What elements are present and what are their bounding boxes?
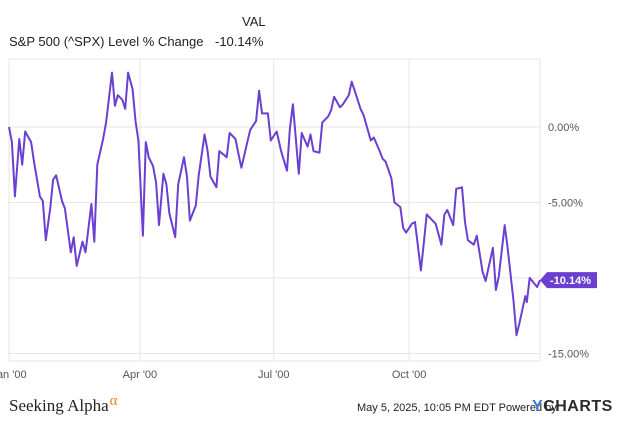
series-line-spx — [8, 71, 541, 337]
alpha-mark-icon: α — [109, 393, 118, 409]
seeking-alpha-logo[interactable]: Seeking Alphaα — [9, 393, 118, 416]
x-tick-label: Oct '00 — [392, 369, 427, 381]
powered-by-label: Powered by — [498, 402, 557, 414]
y-tick-label: -5.00% — [548, 197, 583, 209]
timestamp: May 5, 2025, 10:05 PM EDT — [357, 402, 496, 414]
timestamp-credit: May 5, 2025, 10:05 PM EDT Powered by — [357, 402, 557, 414]
chart-legend: VAL S&P 500 (^SPX) Level % Change -10.14… — [0, 0, 635, 56]
ycharts-logo[interactable]: YCHARTS — [532, 398, 613, 416]
brand-name: Seeking Alpha — [9, 396, 109, 415]
footer: Seeking Alphaα May 5, 2025, 10:05 PM EDT… — [0, 388, 635, 424]
legend-series-value: -10.14% — [215, 34, 264, 49]
x-tick-label: Jul '00 — [258, 369, 289, 381]
last-value-tag — [540, 272, 597, 289]
ycharts-y-mark: Y — [532, 398, 544, 415]
y-tick-label: 0.00% — [548, 122, 579, 134]
y-tick-label: -15.00% — [548, 348, 589, 360]
ycharts-wordmark: CHARTS — [543, 398, 613, 415]
plot-area — [9, 59, 540, 361]
legend-series-label[interactable]: S&P 500 (^SPX) Level % Change — [9, 34, 204, 49]
x-tick-label: Jan '00 — [0, 369, 27, 381]
x-tick-label: Apr '00 — [123, 369, 158, 381]
legend-column-header: VAL — [242, 14, 266, 29]
last-value-label: -10.14% — [540, 272, 597, 289]
last-value-text: -10.14% — [550, 275, 591, 287]
